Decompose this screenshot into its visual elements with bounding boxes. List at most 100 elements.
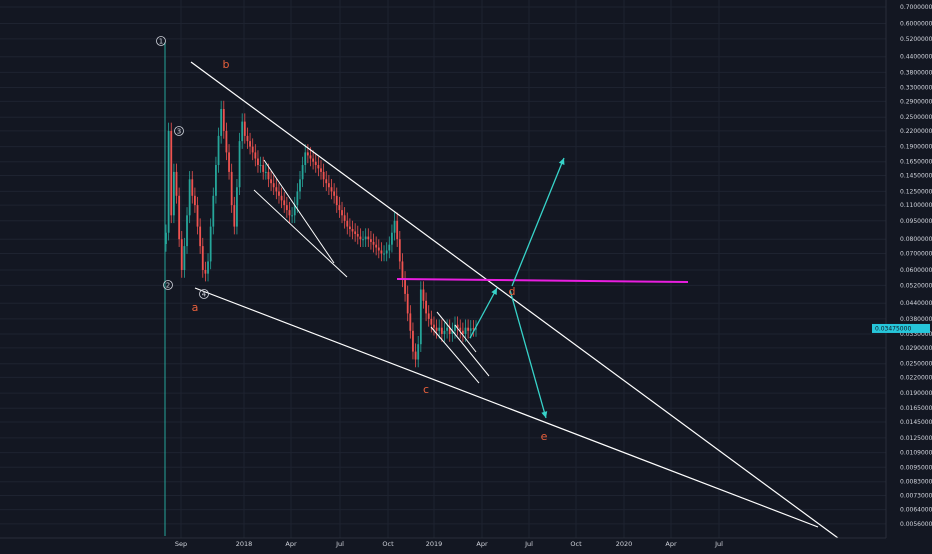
candle-body <box>264 171 267 173</box>
channel-line[interactable] <box>436 311 490 377</box>
candle-body <box>233 205 236 227</box>
lower-trendline[interactable] <box>194 287 819 528</box>
projection-arrow-breakout[interactable] <box>511 157 565 287</box>
candle-body <box>464 327 467 334</box>
candle-body <box>401 261 404 280</box>
candle-body <box>409 313 412 331</box>
candle-body <box>272 183 275 188</box>
current-price-label: 0.03475000 <box>875 325 911 332</box>
candle-body <box>456 324 459 328</box>
projection-arrow-down[interactable] <box>509 289 547 419</box>
candle-body <box>430 318 433 325</box>
candle-body <box>467 327 470 331</box>
candle-body <box>243 121 246 136</box>
candle-body <box>172 171 175 216</box>
candle-body <box>262 165 265 172</box>
candle-body <box>417 344 420 360</box>
x-tick-label: Apr <box>476 540 488 548</box>
candle-body <box>325 179 328 184</box>
candle-body <box>246 135 249 142</box>
candle-body <box>275 187 278 192</box>
candle-body <box>259 165 262 167</box>
drawing-layer[interactable] <box>190 61 839 539</box>
x-tick-label: Apr <box>665 540 677 548</box>
candle-body <box>317 165 320 169</box>
candle-body <box>306 152 309 156</box>
candle-body <box>412 330 414 352</box>
candle-body <box>362 239 364 241</box>
candle-body <box>330 187 333 192</box>
candle-body <box>367 236 370 240</box>
candle-body <box>406 293 409 314</box>
candle-body <box>333 191 336 196</box>
upper-trendline[interactable] <box>190 61 839 539</box>
candle-body <box>165 232 167 244</box>
channel-line[interactable] <box>263 159 335 264</box>
candle-body <box>422 289 425 301</box>
wave-letter-label: e <box>541 430 548 443</box>
candle-body <box>254 152 257 159</box>
projection-arrow-up-head <box>491 288 497 295</box>
x-tick-label: 2020 <box>616 540 633 548</box>
candle-body <box>193 195 196 206</box>
candle-body <box>225 130 228 153</box>
candle-body <box>469 328 472 331</box>
candle-body <box>346 220 349 227</box>
candle-body <box>251 146 254 153</box>
x-tick-label: Jul <box>335 540 344 548</box>
candle-body <box>183 246 186 270</box>
wave-marker-circle <box>174 126 184 136</box>
candle-body <box>314 161 317 166</box>
wave-marker-circle <box>156 36 166 46</box>
projection-arrow-up[interactable] <box>469 287 498 339</box>
label-layer: 1 2 3 4a b c d e <box>156 36 548 443</box>
channel-line[interactable] <box>454 324 477 353</box>
wave-marker-circle <box>199 289 209 299</box>
candle-body <box>222 108 225 131</box>
candle-body <box>461 330 464 334</box>
candle-body <box>196 205 199 227</box>
candle-body <box>249 141 251 147</box>
candle-body <box>322 171 325 180</box>
x-tick-label: Oct <box>570 540 582 548</box>
time-axis[interactable]: Sep 2018 Apr Jul Oct 2019 Apr Jul Oct 2020 Apr Jul <box>0 537 886 548</box>
candle-body <box>472 328 475 330</box>
candle-body <box>270 179 272 184</box>
candle-body <box>380 250 383 254</box>
candle-body <box>278 191 280 196</box>
candle-body <box>238 141 241 188</box>
candle-body <box>304 152 307 166</box>
x-tick-label: 2018 <box>236 540 253 548</box>
candle-body <box>199 226 202 247</box>
x-tick-label: Oct <box>382 540 394 548</box>
resistance-line[interactable] <box>396 278 689 283</box>
grid-layer <box>0 0 886 538</box>
candle-body <box>186 215 188 247</box>
channel-line[interactable] <box>253 189 348 278</box>
channel-line[interactable] <box>430 326 480 384</box>
candle-body <box>309 155 312 159</box>
candle-body <box>288 210 291 216</box>
wave-marker-circle <box>163 280 173 290</box>
candle-body <box>212 195 215 227</box>
